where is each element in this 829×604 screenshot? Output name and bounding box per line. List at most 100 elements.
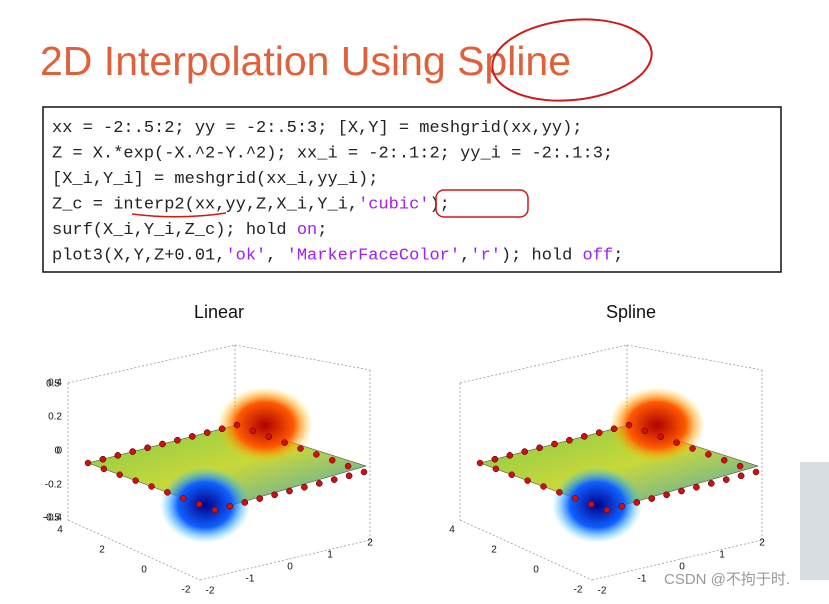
marker-dot [524,477,531,484]
z-tick-label: 0 [54,446,60,457]
marker-dot [316,480,323,487]
code-text: ; [317,221,327,240]
x-tick-label: 1 [327,550,333,561]
marker-dot [648,495,655,502]
axis-frame [626,344,763,371]
marker-dot [540,483,547,490]
x-tick-label: 0 [287,562,293,573]
z-tick-label: -0.2 [45,480,63,491]
marker-dot [132,477,139,484]
code-text: [X_i,Y_i] = meshgrid(xx_i,yy_i); [52,170,378,189]
z-tick-label: 0.4 [48,378,62,389]
code-line: xx = -2:.5:2; yy = -2:.5:3; [X,Y] = mesh… [52,119,583,138]
code-text: ); [429,196,449,215]
marker-dot [189,433,196,440]
marker-dot [705,451,712,458]
x-tick-label: -1 [246,574,255,585]
marker-dot [736,462,744,470]
code-text: , [266,247,286,266]
code-string: 'ok' [225,247,266,266]
marker-dot [663,491,670,499]
surface-peak [217,387,313,463]
marker-dot [360,468,368,476]
y-tick-label: 0 [141,565,147,576]
marker-dot [476,459,484,467]
axis-frame [234,344,371,371]
marker-dot [641,427,649,435]
plot-title: Linear [194,302,244,322]
marker-dot [297,445,304,452]
code-text: , [460,247,470,266]
marker-dot [737,472,745,480]
x-tick-label: -2 [598,586,607,597]
marker-dot [344,462,352,470]
marker-dot [521,448,528,455]
y-tick-label: 2 [491,545,497,556]
z-tick-label: 0 [56,446,62,457]
marker-dot [116,471,123,478]
marker-dot [721,457,728,464]
code-line: plot3(X,Y,Z+0.01,'ok', 'MarkerFaceColor'… [52,247,623,266]
marker-dot [330,476,338,483]
marker-dot [99,455,107,463]
marker-dot [345,472,353,480]
marker-dot [195,500,203,508]
marker-dot [678,487,685,495]
axis-frame [67,519,201,581]
axis-frame [459,344,628,384]
marker-dot [233,421,241,429]
marker-dot [625,421,633,429]
axis-frame [459,519,593,581]
code-line: surf(X_i,Y_i,Z_c); hold on; [52,221,327,240]
marker-dot [603,506,611,514]
code-line: [X_i,Y_i] = meshgrid(xx_i,yy_i); [52,170,378,189]
code-text: xx = -2:.5:2; yy = -2:.5:3; [X,Y] = mesh… [52,119,583,138]
marker-dot [313,451,320,458]
marker-dot [556,489,563,496]
marker-dot [174,436,181,444]
marker-dot [281,439,288,446]
marker-dot [218,425,226,433]
code-text: ); hold [501,247,583,266]
marker-dot [752,468,760,476]
surface-peak [609,387,705,463]
x-tick-label: 2 [367,538,373,549]
code-line: Z_c = interp2(xx,yy,Z,X_i,Y_i,'cubic'); [52,196,450,215]
code-text: surf(X_i,Y_i,Z_c); hold [52,221,297,240]
annotation-underline [131,212,227,218]
marker-dot [84,459,92,467]
marker-dot [708,480,715,487]
marker-dot [618,502,626,510]
slide-title: 2D Interpolation Using Spline [40,38,571,84]
code-string: 'cubic' [358,196,429,215]
z-tick-label: -0.4 [45,513,63,524]
marker-dot [566,436,573,444]
x-tick-label: -1 [638,574,647,585]
marker-dot [265,433,272,440]
marker-dot [100,465,108,473]
y-tick-label: -2 [574,585,583,596]
marker-dot [506,452,514,459]
marker-dot [203,429,211,436]
z-tick-label: -0.5 [43,513,61,524]
code-text: Z_c = interp2(xx,yy,Z,X_i,Y_i, [52,196,358,215]
marker-dot [114,452,122,459]
marker-dot [148,483,155,490]
marker-dot [693,483,700,491]
marker-dot [164,489,171,496]
y-tick-label: 4 [57,525,63,536]
code-string: 'r' [470,247,501,266]
axis-frame [199,539,371,581]
marker-dot [722,476,730,483]
code-text: ; [613,247,623,266]
marker-dot [249,427,257,435]
code-string: off [583,247,614,266]
code-string: on [297,221,317,240]
z-tick-label: 0.2 [48,412,62,423]
marker-dot [180,495,187,502]
marker-dot [657,433,664,440]
marker-dot [508,471,515,478]
marker-dot [595,429,603,436]
